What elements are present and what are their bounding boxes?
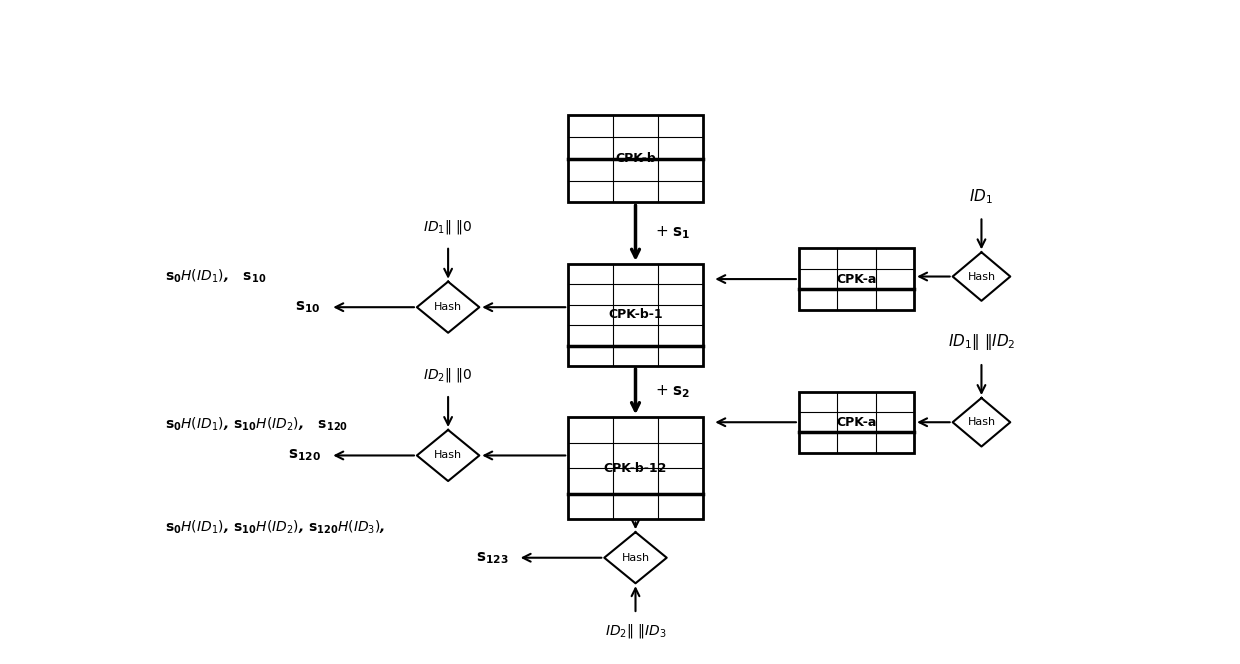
Text: $\mathbf{s_{10}}$: $\mathbf{s_{10}}$ <box>295 299 321 315</box>
Polygon shape <box>952 398 1011 446</box>
Bar <box>568 264 703 366</box>
Bar <box>799 248 914 309</box>
Polygon shape <box>417 282 480 333</box>
Text: $ID_1\|\ \|ID_2$: $ID_1\|\ \|ID_2$ <box>947 332 1016 352</box>
Text: CPK-b: CPK-b <box>615 153 656 165</box>
Polygon shape <box>417 430 480 481</box>
Text: $\mathbf{s_{120}}$: $\mathbf{s_{120}}$ <box>288 448 321 463</box>
Bar <box>568 417 703 519</box>
Text: $ID_1\|\ \|0$: $ID_1\|\ \|0$ <box>423 218 472 236</box>
Text: $ID_2\|\ \|ID_3$: $ID_2\|\ \|ID_3$ <box>605 622 666 639</box>
Bar <box>799 392 914 453</box>
Polygon shape <box>952 252 1011 301</box>
Text: $\mathbf{s_{123}}$: $\mathbf{s_{123}}$ <box>476 550 508 566</box>
Text: $\mathbf{s_0}H(ID_1)$,   $\mathbf{s_{10}}$: $\mathbf{s_0}H(ID_1)$, $\mathbf{s_{10}}$ <box>165 268 267 286</box>
Text: CPK-a: CPK-a <box>836 416 877 429</box>
Text: Hash: Hash <box>621 552 650 562</box>
Polygon shape <box>604 532 667 583</box>
Bar <box>568 116 703 203</box>
Text: CPK-b-12: CPK-b-12 <box>604 461 667 475</box>
Text: $+\ \mathbf{s_1}$: $+\ \mathbf{s_1}$ <box>655 224 691 242</box>
Text: $\mathbf{s_0}H(ID_1)$, $\mathbf{s_{10}}H(ID_2)$,   $\mathbf{s_{120}}$: $\mathbf{s_0}H(ID_1)$, $\mathbf{s_{10}}H… <box>165 416 347 434</box>
Text: $\mathbf{s_0}H(ID_1)$, $\mathbf{s_{10}}H(ID_2)$, $\mathbf{s_{120}}H(ID_3)$,: $\mathbf{s_0}H(ID_1)$, $\mathbf{s_{10}}H… <box>165 519 386 536</box>
Text: $+\ \mathbf{s_2}$: $+\ \mathbf{s_2}$ <box>655 383 691 400</box>
Text: Hash: Hash <box>434 302 463 312</box>
Text: $ID_2\|\ \|0$: $ID_2\|\ \|0$ <box>423 366 472 384</box>
Text: CPK-b-1: CPK-b-1 <box>608 308 663 321</box>
Text: CPK-a: CPK-a <box>836 273 877 286</box>
Text: $ID_1$: $ID_1$ <box>970 187 993 207</box>
Text: Hash: Hash <box>967 272 996 282</box>
Text: Hash: Hash <box>967 417 996 427</box>
Text: Hash: Hash <box>434 450 463 460</box>
